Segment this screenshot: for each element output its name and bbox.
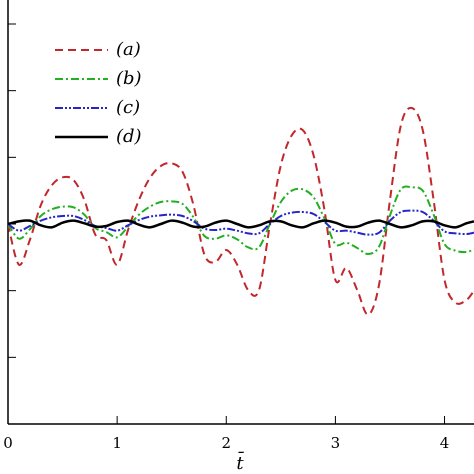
x-tick-label: 0 [3, 434, 13, 452]
legend-label: (c) [116, 97, 140, 118]
legend-label: (a) [116, 39, 141, 60]
x-tick-label: 3 [331, 434, 341, 452]
series-line [8, 219, 474, 229]
legend-label: (d) [116, 126, 142, 147]
series-line [8, 106, 474, 316]
x-tick-label: 2 [221, 434, 231, 452]
series-line [8, 185, 474, 255]
series-line [8, 209, 474, 236]
x-axis-label: t̄ [236, 450, 244, 474]
x-tick-label: 4 [440, 434, 450, 452]
legend-label: (b) [116, 68, 142, 89]
x-tick-label: 1 [112, 434, 122, 452]
